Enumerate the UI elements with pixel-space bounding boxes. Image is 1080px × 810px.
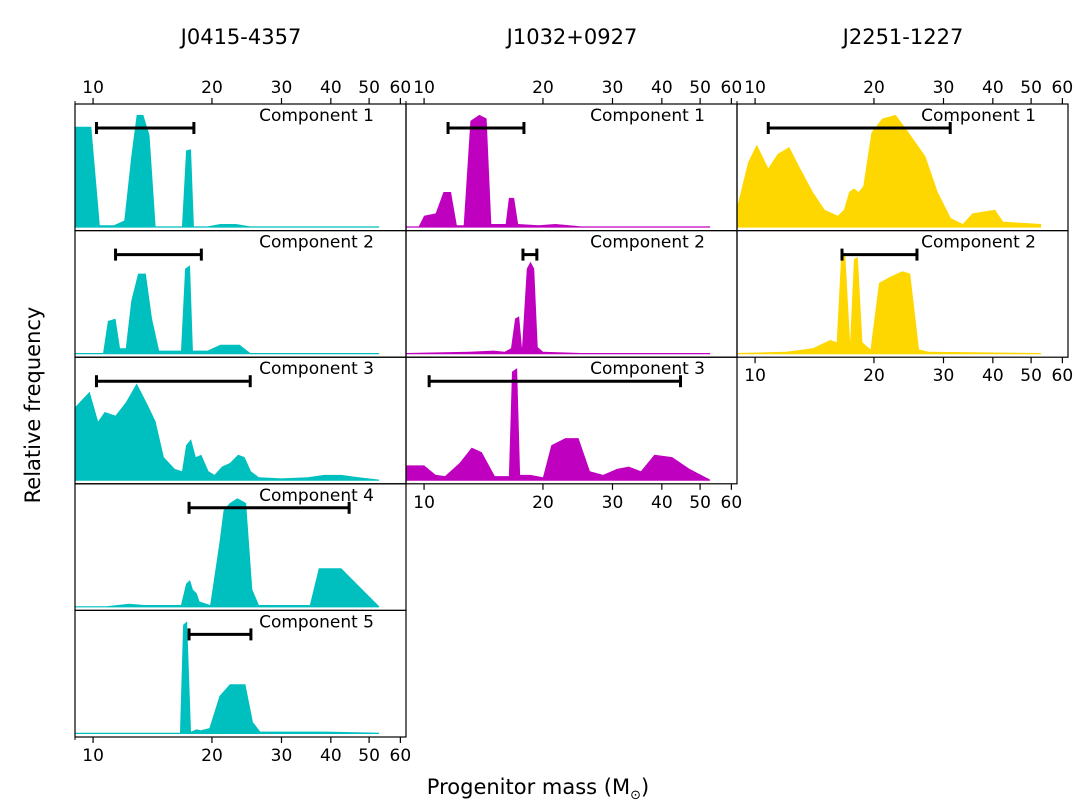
x-tick-label: 60 [1052, 78, 1074, 98]
x-tick-label: 40 [651, 493, 673, 513]
x-tick-label: 60 [721, 493, 743, 513]
x-tick-label: 50 [689, 78, 711, 98]
x-tick-label: 20 [201, 78, 223, 98]
x-tick-label: 10 [744, 366, 766, 386]
x-tick-label: 30 [271, 78, 293, 98]
component-label: Component 2 [590, 233, 705, 253]
density-area [75, 498, 380, 608]
x-tick-label: 60 [390, 78, 412, 98]
density-area [737, 114, 1042, 228]
x-tick-label: 10 [82, 78, 104, 98]
density-area [406, 114, 711, 228]
x-tick-label: 60 [721, 78, 743, 98]
column-title: J1032+0927 [505, 25, 638, 49]
x-tick-label: 40 [651, 78, 673, 98]
x-tick-label: 50 [358, 746, 380, 766]
x-axis-label: Progenitor mass (M⊙) [427, 775, 649, 803]
column-title: J2251-1227 [841, 25, 964, 49]
x-tick-label: 30 [271, 746, 293, 766]
component-label: Component 5 [259, 612, 374, 632]
component-label: Component 2 [921, 233, 1036, 253]
y-axis-label: Relative frequency [21, 307, 45, 504]
component-label: Component 3 [259, 359, 374, 379]
component-label: Component 1 [259, 106, 374, 126]
x-tick-label: 10 [744, 78, 766, 98]
component-label: Component 1 [921, 106, 1036, 126]
panel-frame [736, 230, 1069, 358]
x-tick-label: 10 [82, 746, 104, 766]
x-tick-label: 50 [358, 78, 380, 98]
density-area [737, 252, 1042, 355]
x-tick-label: 30 [602, 493, 624, 513]
density-area [406, 261, 711, 355]
x-tick-label: 10 [413, 78, 435, 98]
x-tick-label: 30 [933, 366, 955, 386]
component-label: Component 2 [259, 233, 374, 253]
x-tick-label: 60 [390, 746, 412, 766]
component-label: Component 4 [259, 486, 374, 506]
x-tick-label: 30 [933, 78, 955, 98]
x-tick-label: 60 [1052, 366, 1074, 386]
x-tick-label: 20 [863, 78, 885, 98]
density-fills [75, 114, 1042, 734]
x-tick-label: 50 [689, 493, 711, 513]
axis-ticks [74, 98, 1063, 743]
x-tick-label: 30 [602, 78, 624, 98]
column-title: J0415-4357 [179, 25, 302, 49]
x-tick-label: 50 [1020, 78, 1042, 98]
x-axis-label-main: Progenitor mass (M [427, 775, 630, 799]
x-tick-label: 20 [201, 746, 223, 766]
range-bars [94, 122, 952, 641]
panel-frame [74, 609, 407, 738]
x-tick-label: 50 [1020, 366, 1042, 386]
x-tick-label: 20 [532, 493, 554, 513]
x-axis-label-close: ) [641, 775, 649, 799]
x-tick-label: 40 [982, 366, 1004, 386]
panel-frames [74, 103, 1069, 738]
tick-and-component-labels: Component 1 10 20 30 40 50 60 Component 2 Compon… [82, 78, 1073, 766]
x-tick-label: 40 [320, 746, 342, 766]
density-area [75, 383, 380, 481]
density-area [406, 368, 711, 481]
x-tick-label: 20 [863, 366, 885, 386]
x-tick-label: 20 [532, 78, 554, 98]
sun-symbol: ⊙ [630, 788, 641, 803]
component-label: Component 1 [590, 106, 705, 126]
x-tick-label: 40 [982, 78, 1004, 98]
density-area [75, 114, 380, 228]
panel-frame [405, 356, 738, 485]
x-tick-label: 40 [320, 78, 342, 98]
density-area [75, 621, 380, 734]
component-label: Component 3 [590, 359, 705, 379]
x-tick-label: 10 [413, 493, 435, 513]
density-area [75, 265, 380, 355]
